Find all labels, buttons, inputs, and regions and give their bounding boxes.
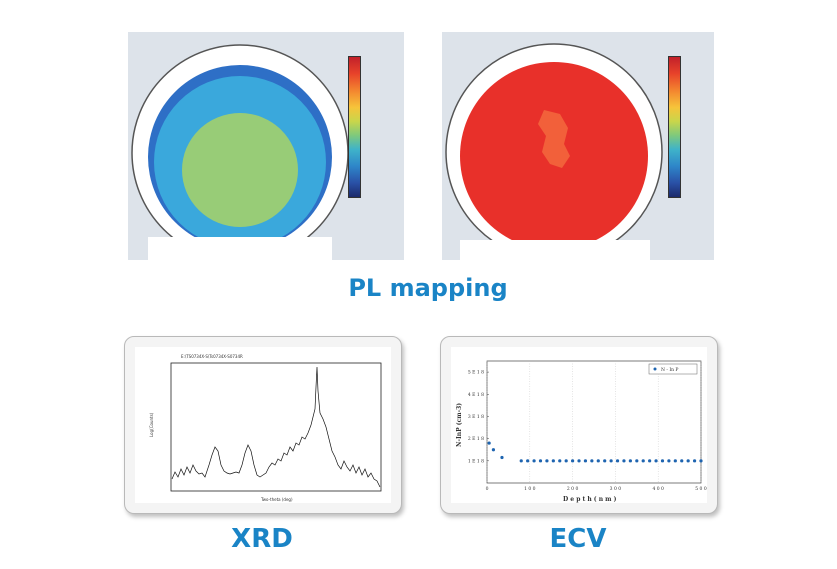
ecv-data-point bbox=[519, 459, 523, 463]
ecv-data-point bbox=[667, 459, 671, 463]
ecv-caption: ECV bbox=[549, 524, 607, 554]
ecv-data-point bbox=[532, 459, 536, 463]
ecv-legend-label: N - In P bbox=[661, 367, 678, 373]
ecv-x-tick-label: 3 0 0 bbox=[610, 486, 622, 492]
ecv-ylabel: N-InP (cm-3) bbox=[456, 403, 463, 447]
pl-right-light-region bbox=[538, 110, 570, 168]
ecv-data-point bbox=[491, 448, 496, 452]
ecv-data-point bbox=[673, 459, 677, 463]
ecv-data-point bbox=[615, 459, 620, 463]
pl-left-center-green bbox=[182, 113, 298, 227]
ecv-xlabel: D e p t h ( n m ) bbox=[563, 496, 617, 503]
pl-map-right bbox=[442, 32, 714, 262]
ecv-y-tick-label: 4 E 1 8 bbox=[468, 392, 484, 398]
ecv-data-point bbox=[692, 459, 697, 463]
xrd-trace bbox=[171, 366, 381, 488]
ecv-data-point bbox=[686, 459, 690, 463]
pl-map-right-panel bbox=[442, 32, 714, 262]
ecv-data-point bbox=[641, 459, 645, 463]
pl-map-left bbox=[128, 32, 404, 262]
ecv-data-point bbox=[654, 459, 658, 463]
xrd-xlabel: Two-theta (deg) bbox=[260, 497, 293, 502]
xrd-caption: XRD bbox=[231, 524, 293, 554]
ecv-data-point bbox=[571, 459, 575, 463]
ecv-data-point bbox=[590, 459, 594, 463]
xrd-chart: E:\TS0734X-S\Ts0734X-S0734R Log(Counts) … bbox=[149, 354, 382, 502]
ecv-data-point bbox=[551, 459, 555, 463]
ecv-data-point bbox=[622, 459, 626, 463]
color-scale-bar-left bbox=[348, 56, 361, 198]
ecv-data-point bbox=[583, 459, 588, 463]
ecv-data-point bbox=[500, 455, 504, 460]
ecv-data-point bbox=[628, 459, 632, 463]
ecv-x-tick-label: 0 bbox=[486, 486, 489, 492]
ecv-y-tick-label: 5 E 1 8 bbox=[468, 370, 484, 376]
ecv-y-tick-label: 2 E 1 8 bbox=[468, 436, 484, 442]
ecv-frame: 5 E 1 8 4 E 1 8 3 E 1 8 2 E 1 8 1 E 1 8 0 1 0… bbox=[440, 336, 718, 514]
ecv-x-tick-label: 5 0 0 bbox=[695, 486, 707, 492]
xrd-frame: E:\TS0734X-S\Ts0734X-S0734R Log(Counts) … bbox=[124, 336, 402, 514]
ecv-data-point bbox=[577, 459, 581, 463]
ecv-data-point bbox=[558, 459, 562, 463]
pl-mapping-caption: PL mapping bbox=[348, 274, 508, 302]
ecv-x-tick-label: 2 0 0 bbox=[567, 486, 579, 492]
ecv-y-tick-label: 3 E 1 8 bbox=[468, 414, 484, 420]
ecv-legend-marker bbox=[653, 367, 657, 371]
ecv-data-point bbox=[699, 459, 703, 463]
ecv-data-point bbox=[538, 459, 543, 463]
ecv-data-point bbox=[609, 459, 613, 463]
ecv-data-point bbox=[564, 459, 568, 463]
ecv-data-point bbox=[648, 459, 652, 463]
ecv-data-point bbox=[603, 459, 607, 463]
ecv-data-point bbox=[680, 459, 684, 463]
ecv-x-tick-label: 4 0 0 bbox=[652, 486, 664, 492]
xrd-plot-area: E:\TS0734X-S\Ts0734X-S0734R Log(Counts) … bbox=[135, 347, 391, 503]
ecv-chart: 5 E 1 8 4 E 1 8 3 E 1 8 2 E 1 8 1 E 1 8 0 1 0… bbox=[456, 360, 707, 503]
ecv-data-point bbox=[487, 441, 491, 445]
ecv-plot-area: 5 E 1 8 4 E 1 8 3 E 1 8 2 E 1 8 1 E 1 8 0 1 0… bbox=[451, 347, 707, 503]
color-scale-bar-right bbox=[668, 56, 681, 198]
ecv-data-point bbox=[526, 459, 530, 463]
xrd-ylabel: Log(Counts) bbox=[149, 412, 154, 437]
ecv-data-point bbox=[596, 459, 600, 463]
pl-map-left-panel bbox=[128, 32, 404, 262]
ecv-data-point bbox=[635, 459, 639, 463]
ecv-x-tick-label: 1 0 0 bbox=[524, 486, 536, 492]
ecv-data-point bbox=[545, 459, 549, 463]
ecv-y-tick-label: 1 E 1 8 bbox=[468, 458, 484, 464]
ecv-legend-box bbox=[648, 363, 698, 375]
ecv-data-point bbox=[660, 459, 665, 463]
xrd-title: E:\TS0734X-S\Ts0734X-S0734R bbox=[181, 354, 243, 359]
